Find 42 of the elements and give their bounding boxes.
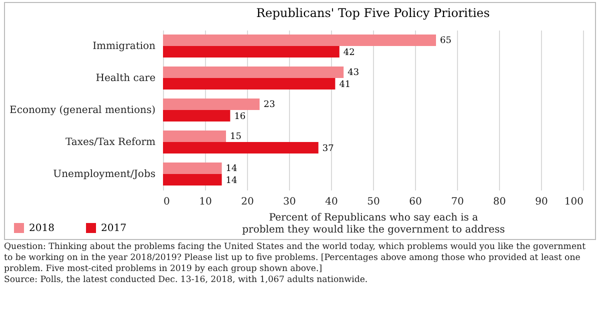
chart-title: Republicans' Top Five Policy Priorities: [256, 6, 490, 20]
y-tick-label: Unemployment/Jobs: [53, 169, 156, 180]
x-tick-label: 10: [199, 196, 212, 208]
y-tick-label: Immigration: [92, 41, 156, 52]
data-label: 15: [230, 132, 242, 142]
data-label: 42: [343, 48, 355, 58]
data-label: 65: [440, 36, 452, 46]
bar: [163, 46, 340, 58]
data-label: 43: [348, 68, 360, 78]
text: Question: Thinking about the problems facing the United States and the world today, which problems would you like the government to be working on in the year 2018/2019? Please list up to five problems. [Percentages above among those who provided at least one problem. Five most-cited problems in 2019 by each group shown above.]: [4, 242, 587, 275]
y-tick-label: Economy (general mentions): [10, 105, 156, 116]
source-note: Source: Polls, the latest conducted Dec. 13-16, 2018, with 1,067 adults nationwide.: [4, 275, 369, 286]
legend-label: 2017: [101, 223, 126, 234]
legend-label: 2018: [29, 223, 54, 234]
bar: [163, 142, 318, 154]
x-tick-label: 100: [564, 196, 584, 208]
x-tick-label: 50: [367, 196, 380, 208]
x-tick-label: 60: [409, 196, 422, 208]
data-label: 37: [322, 144, 334, 154]
bar: [163, 174, 222, 186]
y-tick-label: Health care: [96, 73, 156, 84]
bar: [163, 110, 230, 122]
data-label: 41: [339, 80, 351, 90]
x-tick-label: 0: [164, 196, 170, 208]
data-label: 23: [264, 100, 276, 110]
bar: [163, 78, 336, 90]
bar: [163, 98, 260, 110]
data-label: 14: [226, 164, 238, 174]
bar: [163, 130, 226, 142]
y-tick-label: Taxes/Tax Reform: [65, 137, 156, 148]
x-tick-label: 90: [535, 196, 548, 208]
bar: [163, 66, 344, 78]
x-tick-label: 70: [451, 196, 464, 208]
bar: [163, 34, 436, 46]
x-tick-label: 80: [493, 196, 506, 208]
data-label: 14: [226, 176, 238, 186]
x-tick-label: 30: [283, 196, 296, 208]
x-tick-label: 40: [325, 196, 338, 208]
x-axis-title: Percent of Republicans who say each is a problem they would like the government to address: [242, 212, 505, 236]
data-label: 16: [234, 112, 246, 122]
bar: [163, 162, 222, 174]
x-tick-label: 20: [241, 196, 254, 208]
